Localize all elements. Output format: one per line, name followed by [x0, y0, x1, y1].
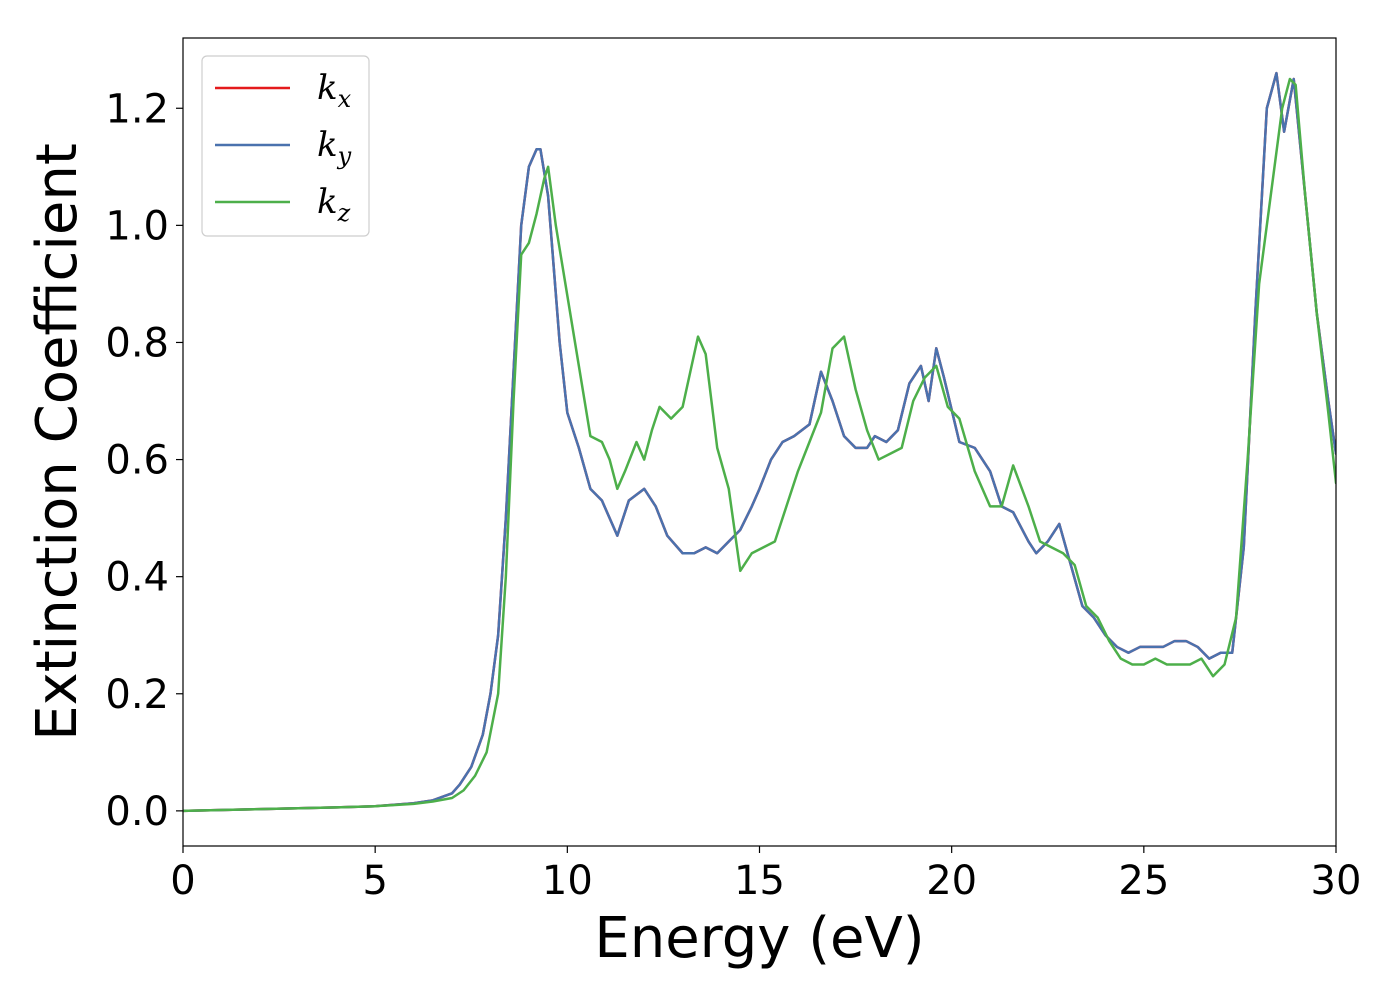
x-tick-label: 15 [734, 858, 785, 904]
x-tick-label: 30 [1311, 858, 1362, 904]
x-tick-label: 5 [362, 858, 387, 904]
y-axis: 0.0 0.2 0.4 0.6 0.8 1.0 1.2 [105, 86, 183, 835]
x-axis: 0 5 10 15 20 25 30 [170, 846, 1361, 904]
y-tick-label: 1.0 [105, 203, 169, 249]
legend-label-main: k [317, 182, 338, 222]
x-tick-label: 0 [170, 858, 195, 904]
x-tick-label: 25 [1118, 858, 1169, 904]
y-tick-label: 0.6 [105, 438, 169, 484]
plot-area [183, 38, 1336, 846]
legend-label-subscript: y [337, 142, 352, 170]
x-axis-label: Energy (eV) [594, 906, 924, 971]
series-layer [183, 71, 1336, 813]
x-tick-label: 20 [926, 858, 977, 904]
x-tick-label: 10 [542, 858, 593, 904]
legend-label-main: k [317, 68, 338, 108]
y-tick-label: 0.2 [105, 672, 169, 718]
series-line-kz [183, 77, 1336, 813]
legend-label-kz: kz [317, 182, 351, 227]
legend-label-main: k [317, 125, 338, 165]
legend-label-subscript: x [338, 85, 352, 113]
series-line-ky [183, 71, 1336, 813]
legend-label-subscript: z [337, 199, 351, 227]
y-tick-label: 0.0 [105, 789, 169, 835]
y-tick-label: 0.8 [105, 320, 169, 366]
y-tick-label: 1.2 [105, 86, 169, 132]
legend-label-kx: kx [317, 68, 352, 113]
y-axis-label: Extinction Coefficient [25, 143, 90, 741]
y-tick-label: 0.4 [105, 555, 169, 601]
legend-label-ky: ky [317, 125, 352, 170]
